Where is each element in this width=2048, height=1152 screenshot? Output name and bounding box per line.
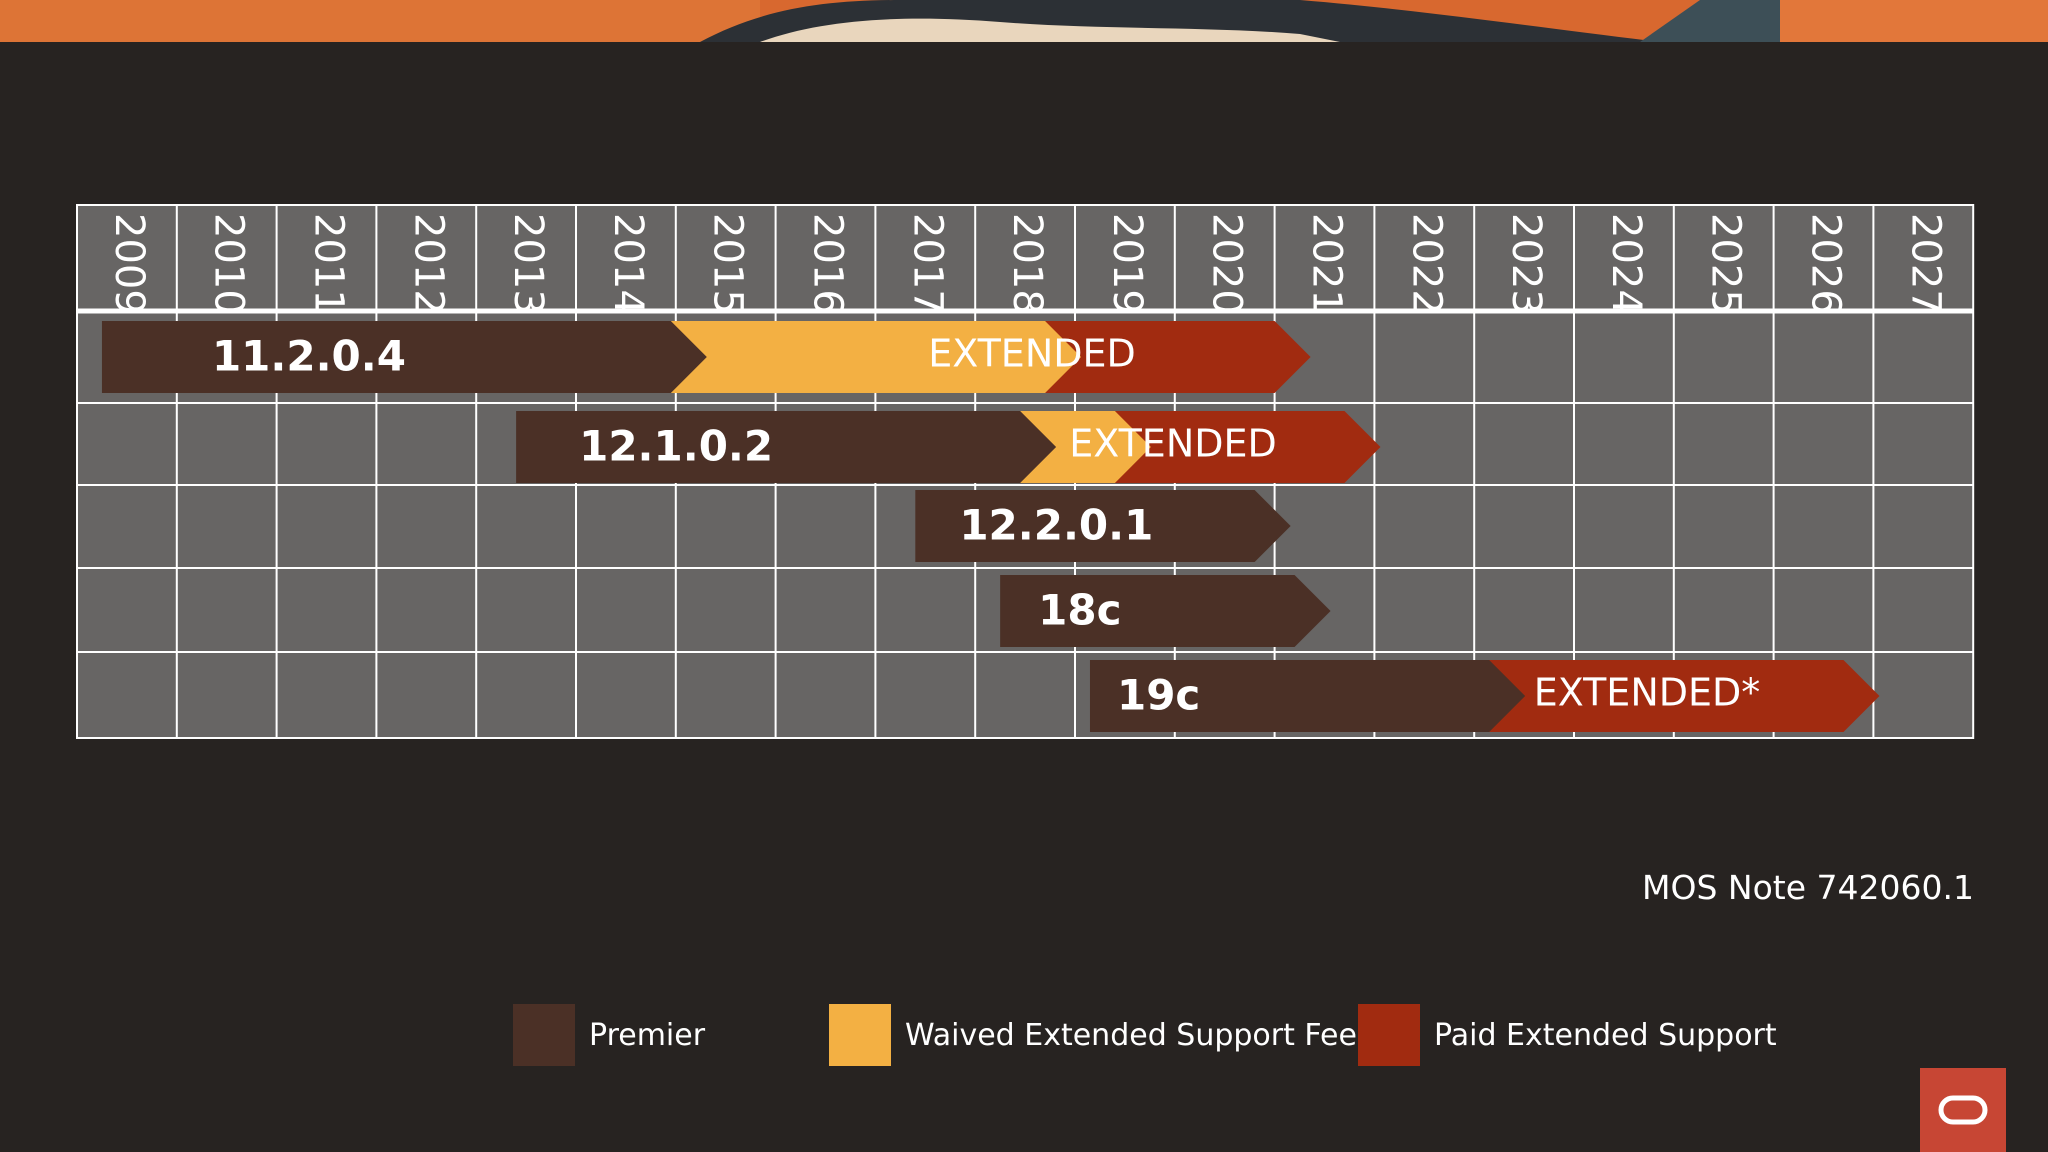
year-label-2026: 2026 xyxy=(1803,213,1849,315)
segment-paid-extended-support xyxy=(1489,660,1880,732)
legend-swatch-premier xyxy=(513,1004,575,1066)
year-label-2022: 2022 xyxy=(1403,213,1449,315)
year-label-2015: 2015 xyxy=(705,213,751,315)
legend-swatch-waived xyxy=(829,1004,891,1066)
release-label: 11.2.0.4 xyxy=(212,332,406,381)
legend-item-waived: Waived Extended Support Fee xyxy=(829,1004,1357,1066)
segment-premier xyxy=(915,490,1291,562)
segment-premier xyxy=(1000,575,1331,647)
release-bar-12-1-0-2: 12.1.0.2 EXTENDED xyxy=(516,411,1381,483)
segment-paid-extended-support xyxy=(1114,411,1381,483)
oracle-logo-icon xyxy=(1920,1068,2006,1152)
year-label-2025: 2025 xyxy=(1703,213,1749,315)
release-label: 19c xyxy=(1117,671,1200,720)
year-label-2009: 2009 xyxy=(106,213,152,315)
segment-premier xyxy=(1089,660,1526,732)
extended-label: EXTENDED xyxy=(1069,422,1277,466)
release-label: 12.2.0.1 xyxy=(959,501,1153,550)
legend-label-waived: Waived Extended Support Fee xyxy=(905,1017,1357,1053)
legend-item-premier: Premier xyxy=(513,1004,705,1066)
year-label-2019: 2019 xyxy=(1104,213,1150,315)
segment-premier xyxy=(101,321,707,393)
chart-gridlines xyxy=(77,205,1974,738)
year-label-2017: 2017 xyxy=(904,213,950,315)
segment-paid-extended-support xyxy=(1045,321,1311,393)
year-label-2018: 2018 xyxy=(1004,213,1050,315)
year-label-2012: 2012 xyxy=(405,213,451,315)
legend-label-premier: Premier xyxy=(589,1017,706,1053)
year-label-2024: 2024 xyxy=(1603,213,1649,315)
year-label-2013: 2013 xyxy=(505,213,551,315)
legend-label-paid: Paid Extended Support xyxy=(1434,1017,1777,1053)
release-bar-19c: 19c EXTENDED* xyxy=(1089,660,1880,732)
year-label-2021: 2021 xyxy=(1304,213,1350,315)
year-label-2023: 2023 xyxy=(1503,213,1549,315)
year-label-2027: 2027 xyxy=(1902,213,1948,315)
release-bar-18c: 18c xyxy=(1000,575,1331,647)
year-header-row: 2009 2010 2011 2012 2013 2014 2015 2016 2017 2018… xyxy=(106,213,1948,315)
year-label-2010: 2010 xyxy=(206,213,252,315)
extended-label: EXTENDED* xyxy=(1534,671,1761,715)
release-label: 18c xyxy=(1038,586,1121,635)
release-bars: 11.2.0.4 EXTENDED 12.1.0.2 EXTENDED 12.2.0.1… xyxy=(101,321,1880,732)
year-label-2020: 2020 xyxy=(1204,213,1250,315)
segment-waived-extended-support-fee xyxy=(1020,411,1151,483)
mos-note-label: MOS Note 742060.1 xyxy=(1642,868,1974,907)
legend-swatch-paid xyxy=(1358,1004,1420,1066)
release-label: 12.1.0.2 xyxy=(579,422,773,471)
year-label-2014: 2014 xyxy=(605,213,651,315)
release-bar-12-2-0-1: 12.2.0.1 xyxy=(915,490,1291,562)
legend-item-paid: Paid Extended Support xyxy=(1358,1004,1777,1066)
year-label-2011: 2011 xyxy=(306,213,352,315)
decorative-header-banner xyxy=(0,0,2048,42)
segment-premier xyxy=(516,411,1057,483)
year-label-2016: 2016 xyxy=(805,213,851,315)
release-bar-11-2-0-4: 11.2.0.4 EXTENDED xyxy=(101,321,1311,393)
extended-label: EXTENDED xyxy=(928,332,1136,376)
segment-waived-extended-support-fee xyxy=(670,321,1082,393)
